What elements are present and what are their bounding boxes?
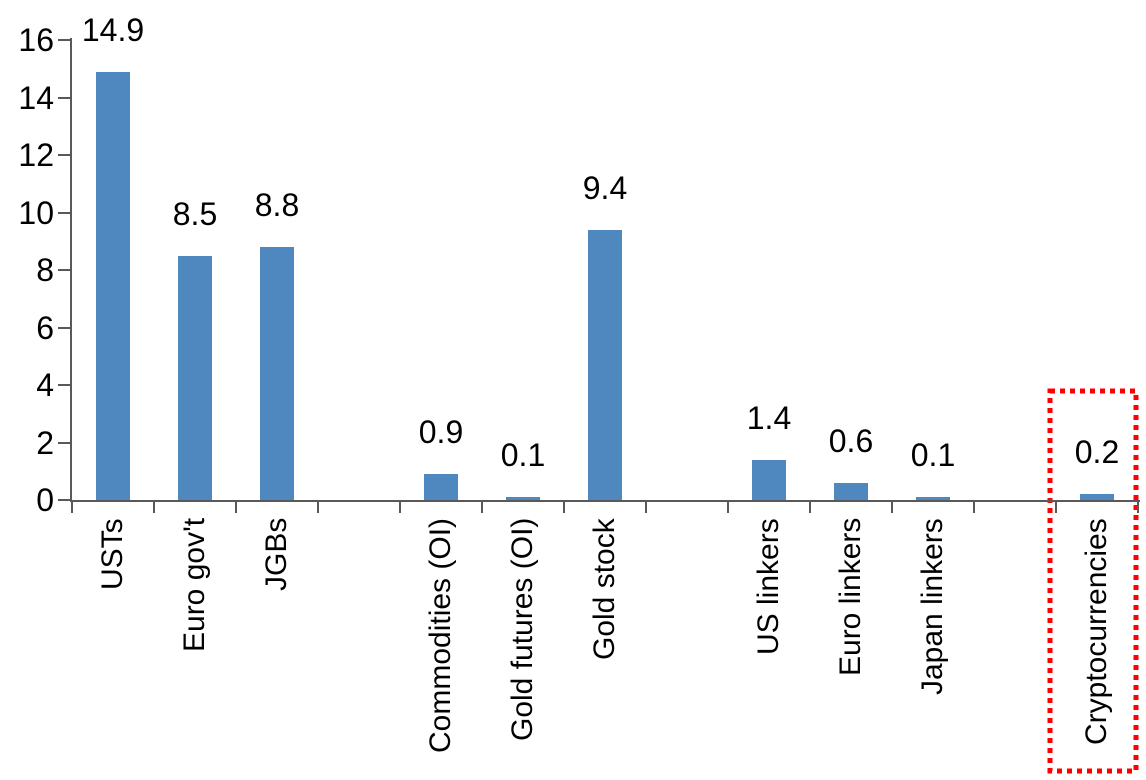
x-axis-tick bbox=[235, 502, 237, 513]
x-axis bbox=[70, 500, 1140, 502]
bar-value-label: 0.1 bbox=[910, 437, 956, 473]
x-axis-tick bbox=[317, 502, 319, 513]
y-axis-tick bbox=[58, 326, 70, 329]
bar-commodities-oi bbox=[424, 474, 458, 500]
bar-usts bbox=[96, 72, 130, 500]
bar-value-label: 14.9 bbox=[81, 12, 145, 48]
category-label-commodities-oi: Commodities (OI) bbox=[424, 518, 457, 754]
x-axis-tick bbox=[973, 502, 975, 513]
category-label-euro-gov-t: Euro gov't bbox=[178, 518, 211, 653]
y-axis-tick bbox=[58, 499, 70, 501]
category-label-euro-linkers: Euro linkers bbox=[834, 518, 867, 677]
y-axis-tick-label: 0 bbox=[36, 482, 54, 518]
y-axis-tick bbox=[58, 96, 70, 99]
bar-value-label: 0.2 bbox=[1074, 434, 1120, 470]
y-axis-tick-label: 8 bbox=[36, 252, 54, 288]
y-axis-tick bbox=[58, 154, 70, 156]
y-axis-tick bbox=[58, 269, 70, 271]
x-axis-tick bbox=[645, 502, 647, 513]
category-label-usts: USTs bbox=[96, 518, 129, 590]
y-axis-tick-label: 14 bbox=[18, 79, 54, 116]
bar-value-label: 8.8 bbox=[254, 187, 300, 223]
x-axis-tick bbox=[1137, 502, 1139, 513]
bar-value-label: 8.5 bbox=[172, 196, 218, 232]
bar-gold-stock bbox=[588, 230, 622, 500]
y-axis-tick bbox=[58, 384, 70, 386]
category-label-gold-futures-oi: Gold futures (OI) bbox=[506, 518, 539, 742]
bar-japan-linkers bbox=[916, 497, 950, 500]
x-axis-tick bbox=[153, 502, 155, 513]
y-axis-tick-label: 10 bbox=[18, 194, 54, 231]
y-axis-tick-label: 2 bbox=[36, 424, 54, 461]
y-axis-tick bbox=[58, 441, 70, 444]
x-axis-tick bbox=[1055, 502, 1057, 513]
y-axis bbox=[70, 38, 72, 502]
x-axis-tick bbox=[71, 502, 73, 513]
x-axis-tick bbox=[809, 502, 811, 513]
bar-us-linkers bbox=[752, 460, 786, 500]
x-axis-tick bbox=[399, 502, 401, 513]
x-axis-tick bbox=[727, 502, 729, 513]
y-axis-tick bbox=[58, 211, 70, 214]
category-label-japan-linkers: Japan linkers bbox=[916, 518, 949, 695]
bar-value-label: 0.6 bbox=[828, 423, 874, 459]
bar-gold-futures-oi bbox=[506, 497, 540, 500]
y-axis-tick bbox=[58, 39, 70, 41]
bar-euro-gov-t bbox=[178, 256, 212, 500]
bar-value-label: 9.4 bbox=[582, 170, 628, 206]
bar-value-label: 0.1 bbox=[500, 437, 546, 473]
x-axis-tick bbox=[563, 502, 565, 513]
bar-value-label: 0.9 bbox=[418, 414, 464, 450]
x-axis-tick bbox=[891, 502, 893, 513]
y-axis-tick-label: 6 bbox=[36, 309, 54, 346]
bar-euro-linkers bbox=[834, 483, 868, 500]
bar-jgbs bbox=[260, 247, 294, 500]
category-label-us-linkers: US linkers bbox=[752, 518, 785, 655]
category-label-cryptocurrencies: Cryptocurrencies bbox=[1080, 518, 1113, 745]
y-axis-tick-label: 4 bbox=[36, 367, 54, 403]
y-axis-tick-label: 12 bbox=[18, 137, 54, 173]
bar-value-label: 1.4 bbox=[746, 400, 792, 436]
category-label-jgbs: JGBs bbox=[260, 518, 293, 592]
y-axis-tick-label: 16 bbox=[18, 22, 54, 58]
x-axis-tick bbox=[481, 502, 483, 513]
category-label-gold-stock: Gold stock bbox=[588, 518, 621, 660]
bar-cryptocurrencies bbox=[1080, 494, 1114, 500]
